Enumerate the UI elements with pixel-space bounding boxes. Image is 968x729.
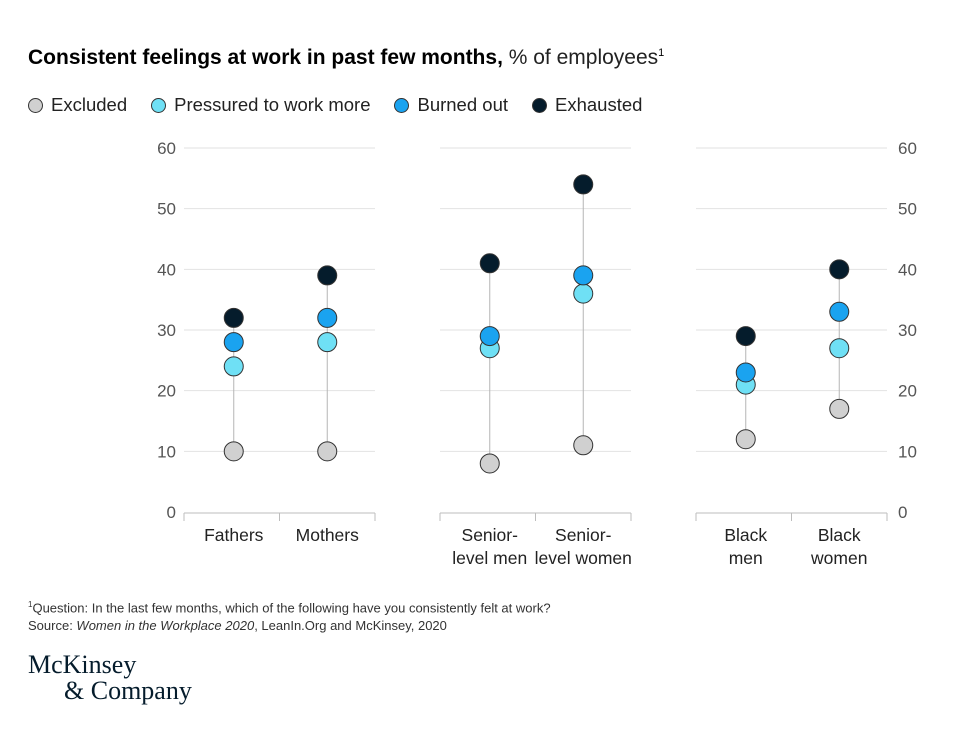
data-point-exhausted [829,259,850,280]
chart-title-main: Consistent feelings at work in past few … [28,46,503,69]
data-point-pressured-to-work-more [829,338,850,359]
data-point-pressured-to-work-more [317,332,338,353]
data-point-burned-out [223,332,244,353]
y-tick-label-left: 0 [167,503,176,522]
legend-label: Exhausted [555,94,643,115]
data-point-burned-out [829,301,850,322]
y-tick-label-right: 60 [898,139,917,158]
legend-item-0: Excluded [28,94,127,116]
chart-title: Consistent feelings at work in past few … [28,46,664,70]
y-tick-label-right: 0 [898,503,907,522]
x-category-label: Black [724,525,767,545]
legend-label: Pressured to work more [174,94,371,115]
data-point-pressured-to-work-more [223,356,244,377]
y-tick-label-right: 30 [898,321,917,340]
legend: Excluded Pressured to work more Burned out… [28,94,666,116]
footnote-source: Source: Women in the Workplace 2020, Lea… [28,617,551,635]
data-point-exhausted [479,253,500,274]
legend-item-2: Burned out [394,94,508,116]
y-tick-label-left: 10 [157,442,176,461]
data-point-exhausted [317,265,338,286]
logo-line-1: McKinsey [28,650,137,679]
x-category-label: Mothers [296,525,359,545]
chart-title-sub: % of employees [508,46,659,69]
legend-swatch-icon [28,97,43,113]
legend-label: Burned out [417,94,508,115]
data-point-excluded [223,441,244,462]
chart-title-footnote-mark: 1 [658,47,665,59]
footnote: 1Question: In the last few months, which… [28,596,551,635]
legend-swatch-icon [394,97,410,113]
y-tick-label-left: 30 [157,321,176,340]
x-category-label: Black [818,525,861,545]
logo-line-2: & Company [64,676,192,705]
data-point-excluded [829,398,850,419]
y-tick-label-left: 20 [157,382,176,401]
y-tick-label-left: 40 [157,260,176,279]
legend-swatch-icon [151,97,167,113]
data-point-excluded [317,441,338,462]
x-category-label: level men [452,548,527,568]
y-tick-label-right: 40 [898,260,917,279]
x-category-label: women [810,548,867,568]
dot-plot-chart: 0 0 10 10 20 20 30 30 40 40 50 50 60 60 Fathers Mothers… [157,139,917,568]
legend-item-3: Exhausted [532,94,642,116]
data-point-burned-out [735,362,756,383]
y-tick-label-right: 10 [898,442,917,461]
data-point-burned-out [573,265,594,286]
data-point-exhausted [735,326,756,347]
y-tick-label-right: 20 [898,382,917,401]
data-point-excluded [735,429,756,450]
source-title: Women in the Workplace 2020 [76,618,255,634]
data-point-excluded [573,435,594,456]
x-category-label: Senior- [462,525,519,545]
data-point-excluded [479,453,500,474]
data-point-exhausted [223,307,244,328]
legend-swatch-icon [532,97,547,113]
data-point-burned-out [479,326,500,347]
source-suffix: , LeanIn.Org and McKinsey, 2020 [254,618,447,634]
legend-label: Excluded [51,94,128,115]
y-tick-label-left: 60 [157,139,176,158]
footnote-question-text: Question: In the last few months, which … [32,600,551,616]
mckinsey-logo: McKinsey & Company [28,652,192,704]
footnote-question: 1Question: In the last few months, which… [28,596,551,617]
x-category-label: Fathers [204,525,264,545]
x-category-label: Senior- [555,525,612,545]
x-category-label: men [729,548,763,568]
data-point-pressured-to-work-more [573,283,594,304]
data-point-exhausted [573,174,594,195]
footnote-mark: 1 [28,600,33,609]
y-tick-label-right: 50 [898,200,917,219]
legend-item-1: Pressured to work more [151,94,370,116]
y-tick-label-left: 50 [157,200,176,219]
x-category-label: level women [535,548,632,568]
source-prefix: Source: [28,618,77,634]
data-point-burned-out [317,307,338,328]
